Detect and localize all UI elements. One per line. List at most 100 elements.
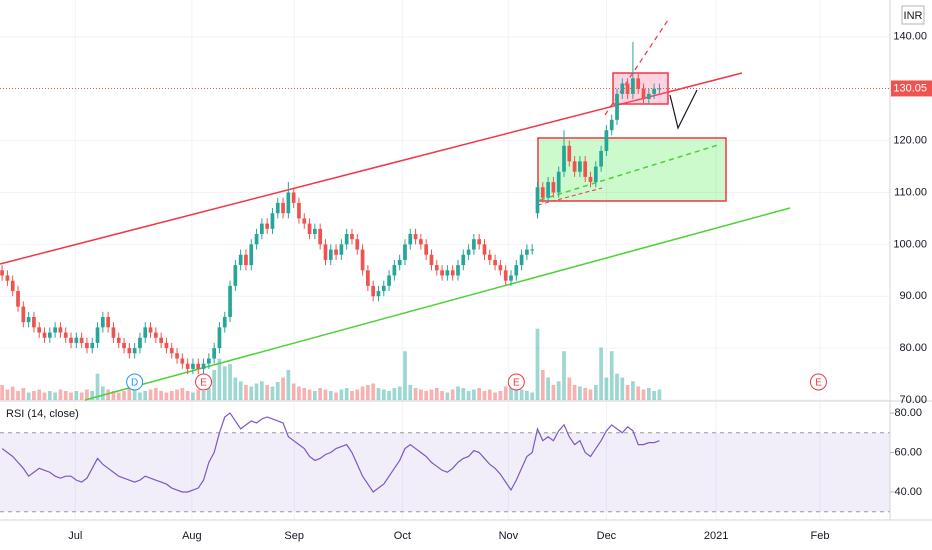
event-marker — [195, 373, 213, 391]
volume-bar — [641, 389, 646, 400]
candle-body — [196, 363, 201, 369]
volume-bar — [556, 381, 561, 400]
volume-bar — [313, 391, 317, 400]
volume-bar — [180, 388, 185, 400]
candle-body — [620, 83, 625, 94]
candle-body — [148, 327, 153, 333]
candle-body — [631, 78, 635, 94]
rsi-band — [0, 432, 890, 512]
volume-bar — [238, 381, 243, 400]
candle-body — [339, 244, 344, 255]
candle-body — [63, 332, 68, 338]
volume-bar — [620, 377, 625, 400]
volume-bar — [657, 389, 662, 400]
candle-body — [334, 249, 338, 255]
candle-body — [127, 348, 132, 354]
candle-body — [456, 265, 460, 276]
candle-body — [615, 93, 619, 120]
volume-bar — [307, 389, 312, 400]
volume-bar — [408, 385, 413, 400]
volume-bar — [116, 392, 121, 400]
candle-body — [392, 265, 397, 276]
volume-bar — [450, 389, 455, 400]
last-price-label: 130.05 — [893, 82, 927, 94]
candle-body — [403, 244, 407, 260]
volume-bar — [424, 391, 429, 400]
volume-bar — [625, 385, 630, 400]
candle-body — [191, 363, 195, 369]
candle-body — [652, 88, 656, 94]
candle-body — [540, 187, 545, 198]
volume-bar — [127, 388, 132, 400]
volume-bar — [381, 389, 386, 400]
volume-bar — [376, 388, 381, 400]
volume-bar — [445, 392, 450, 400]
candle-body — [111, 327, 116, 338]
volume-bar — [132, 389, 137, 400]
candle-body — [281, 202, 285, 214]
candle-body — [562, 145, 566, 172]
x-tick-label: Sep — [284, 530, 304, 542]
volume-bar — [206, 388, 211, 400]
volume-bar — [578, 386, 582, 400]
volume-bar — [646, 388, 651, 400]
event-label: E — [815, 378, 822, 389]
candle-body — [609, 119, 614, 131]
volume-bar — [328, 391, 333, 400]
volume-bar — [175, 389, 179, 400]
volume-bar — [90, 391, 95, 400]
candle-body — [503, 270, 508, 281]
volume-bar — [85, 389, 89, 400]
candle-body — [260, 223, 264, 234]
volume-bar — [244, 385, 248, 400]
candle-body — [32, 316, 36, 328]
candle-body — [10, 280, 15, 292]
candle-body — [169, 348, 174, 354]
volume-bar — [514, 388, 519, 400]
volume-bar — [291, 383, 296, 400]
lower-trend-line — [84, 207, 791, 401]
volume-bar — [286, 370, 291, 400]
volume-bar — [159, 391, 163, 400]
volume-bar — [366, 385, 370, 400]
candle-body — [106, 316, 110, 328]
event-marker — [507, 373, 525, 391]
y-tick-label: 70.00 — [899, 394, 927, 406]
candle-body — [509, 275, 513, 281]
volume-bar — [318, 388, 323, 400]
x-tick-label: Jul — [68, 530, 82, 542]
candle-body — [641, 88, 646, 100]
candle-body — [466, 249, 471, 255]
candle-body — [593, 166, 598, 183]
volume-bar — [546, 377, 550, 400]
volume-bar — [371, 383, 376, 400]
candle-body — [387, 275, 391, 286]
rsi-tick-label: 60.00 — [894, 446, 922, 458]
candle-body — [355, 239, 360, 250]
volume-bar — [233, 377, 238, 400]
volume-bar — [323, 389, 328, 400]
volume-bar — [456, 386, 460, 400]
y-tick-label: 90.00 — [899, 290, 927, 302]
candle-body — [482, 244, 487, 255]
candle-body — [350, 233, 354, 240]
candle-body — [164, 342, 169, 349]
volume-bar — [419, 389, 423, 400]
candle-body — [657, 88, 662, 90]
candle-body — [530, 249, 535, 251]
volume-bar — [503, 386, 508, 400]
volume-bar — [551, 385, 556, 400]
candle-body — [16, 291, 20, 307]
candle-body — [90, 342, 95, 349]
volume-bar — [334, 392, 338, 400]
rsi-tick-label: 40.00 — [894, 486, 922, 498]
volume-bar — [339, 389, 344, 400]
volume-bar — [217, 358, 222, 400]
candle-body — [514, 265, 519, 276]
candle-body — [535, 187, 540, 214]
candle-body — [413, 233, 418, 240]
volume-bar — [42, 392, 47, 400]
volume-bar — [572, 385, 577, 400]
candle-body — [493, 259, 497, 266]
